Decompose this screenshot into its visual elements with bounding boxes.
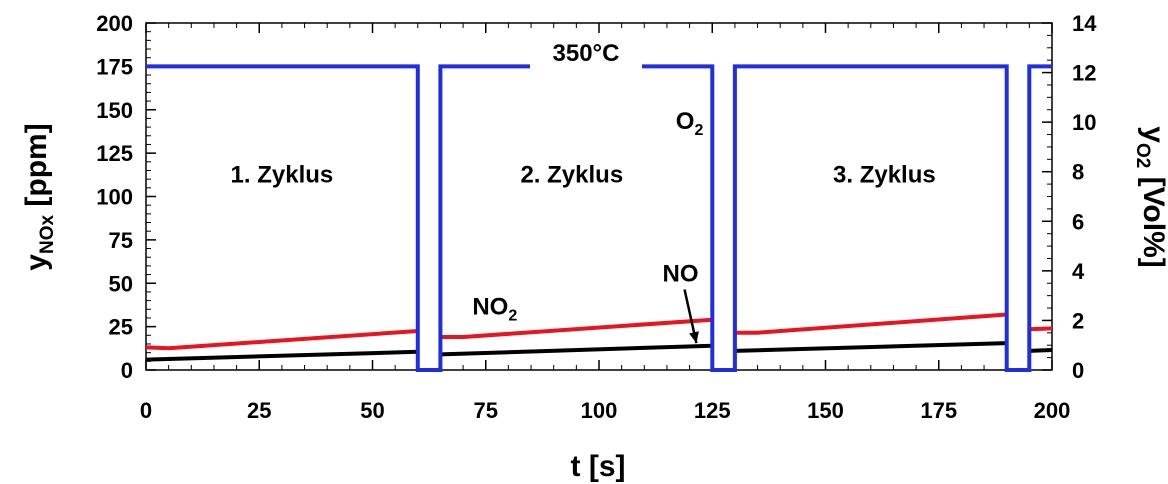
y-left-tick-label: 200 (96, 11, 133, 36)
x-tick-labels: 0 25 50 75 100 125 150 175 200 (140, 398, 1070, 423)
y-right-axis-title-sub: O2 (1132, 143, 1153, 168)
y-right-tick-label: 2 (1072, 308, 1084, 333)
y-right-tick-label: 6 (1072, 209, 1084, 234)
y-left-axis-title-sub: NOx (37, 215, 58, 255)
no-arrowhead (689, 331, 699, 344)
y-right-tick-labels: 0 2 4 6 8 10 12 14 (1072, 11, 1097, 383)
y-right-tick-label: 0 (1072, 358, 1084, 383)
y-right-axis-title-unit: [Vol%] (1137, 168, 1168, 267)
o2-label-main: O (676, 108, 695, 135)
x-tick-label: 200 (1034, 398, 1071, 423)
y-right-tick-label: 4 (1072, 259, 1085, 284)
y-left-axis-title-unit: [ppm] (20, 123, 53, 215)
series-no-line (440, 343, 713, 357)
y-left-axis-title-main: y (20, 254, 53, 271)
no-label: NO (663, 261, 699, 288)
x-tick-label: 25 (247, 398, 271, 423)
y-left-tick-label: 50 (109, 271, 133, 296)
y-left-tick-label: 175 (96, 54, 133, 79)
cycle-label: 3. Zyklus (833, 162, 936, 189)
x-tick-label: 100 (581, 398, 618, 423)
no2-label-main: NO (472, 293, 508, 320)
series-no2-line (1029, 326, 1053, 332)
y-left-tick-label: 25 (109, 315, 133, 340)
y-left-axis-title: yNOx [ppm] (20, 123, 58, 270)
y-right-axis-title-main: y (1137, 126, 1168, 143)
y-right-tick-label: 14 (1072, 11, 1097, 36)
y-right-tick-label: 12 (1072, 61, 1096, 86)
series-o2-line (146, 64, 1052, 372)
x-tick-label: 50 (360, 398, 384, 423)
series-layer (145, 64, 1053, 372)
cycle-label: 2. Zyklus (520, 162, 623, 189)
y-left-tick-label: 125 (96, 141, 133, 166)
x-axis-title: t [s] (571, 450, 626, 483)
x-tick-label: 150 (807, 398, 844, 423)
series-no2-line (734, 312, 1007, 335)
y-right-tick-label: 8 (1072, 160, 1084, 185)
series-no-line (145, 349, 418, 362)
o2-label-sub: 2 (694, 122, 703, 139)
y-left-tick-labels: 0 25 50 75 100 125 150 175 200 (96, 11, 133, 383)
series-no-line (734, 341, 1007, 353)
series-no2-line (440, 317, 713, 339)
cycle-label: 1. Zyklus (231, 162, 334, 189)
y-left-tick-label: 0 (121, 358, 133, 383)
temperature-label: 350°C (553, 40, 620, 67)
no2-label-sub: 2 (508, 307, 517, 324)
o2-label: O2 (676, 108, 704, 139)
x-tick-label: 75 (474, 398, 498, 423)
plot-area (145, 22, 1053, 371)
series-no-line (1029, 348, 1053, 353)
series-no2-line (145, 329, 418, 351)
y-left-tick-label: 75 (109, 228, 133, 253)
y-right-tick-label: 10 (1072, 110, 1096, 135)
x-tick-label: 0 (140, 398, 152, 423)
x-tick-label: 125 (694, 398, 731, 423)
y-right-axis-title: yO2 [Vol%] (1132, 126, 1168, 267)
temperature-label-bg (530, 48, 642, 78)
x-tick-label: 175 (920, 398, 957, 423)
y-left-tick-label: 100 (96, 185, 133, 210)
y-left-tick-label: 150 (96, 98, 133, 123)
major-ticks (145, 22, 1053, 371)
no2-label: NO2 (472, 293, 517, 324)
